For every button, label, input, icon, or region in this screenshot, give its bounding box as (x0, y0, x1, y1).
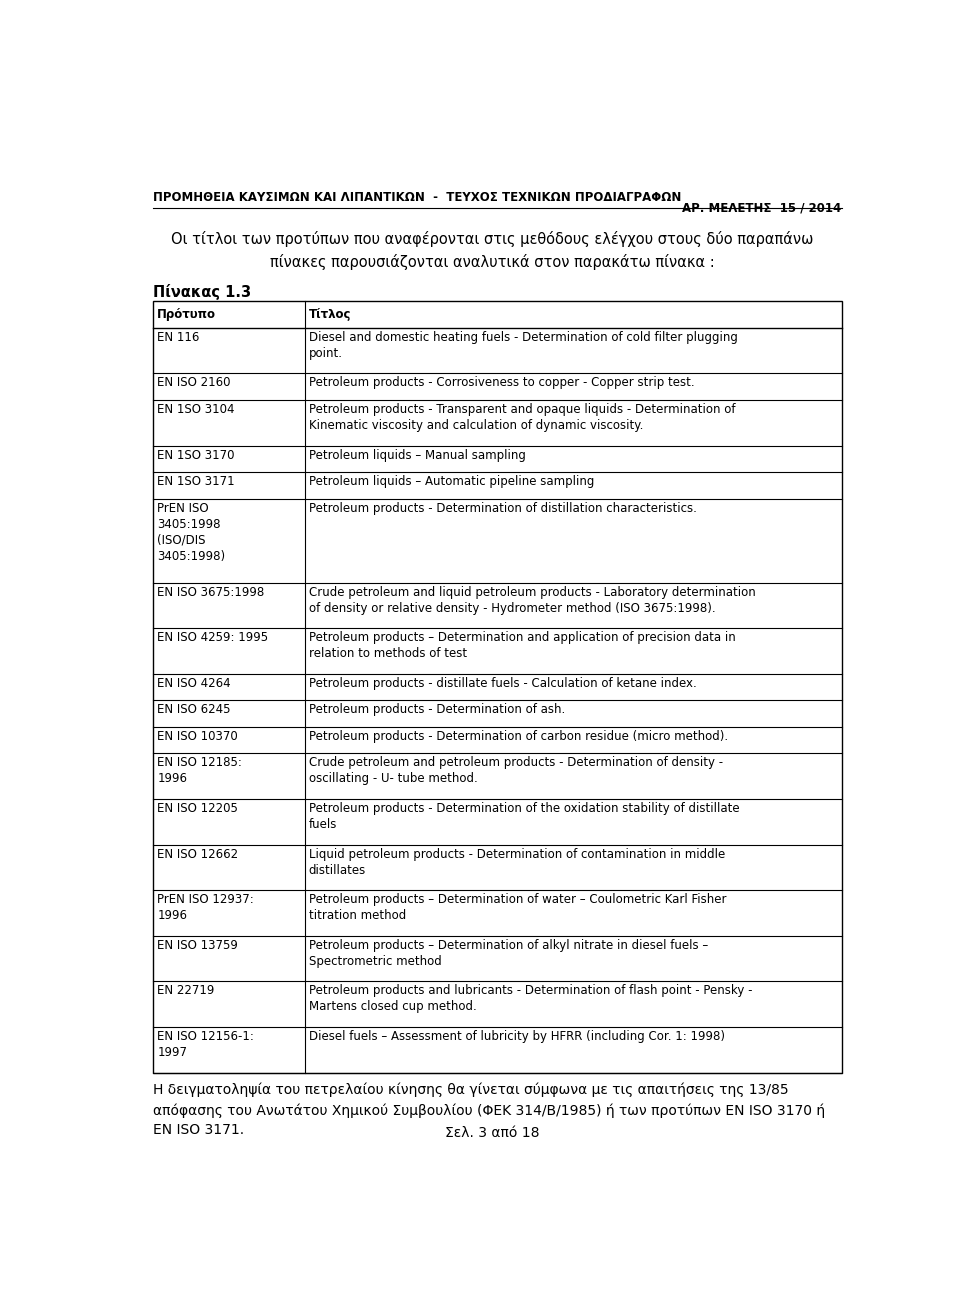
Bar (154, 302, 842, 1073)
Text: Diesel fuels – Assessment of lubricity by HFRR (including Cor. 1: 1998): Diesel fuels – Assessment of lubricity b… (308, 1030, 725, 1043)
Text: Diesel and domestic heating fuels - Determination of cold filter plugging
point.: Diesel and domestic heating fuels - Dete… (308, 330, 737, 360)
Text: Petroleum products - Transparent and opaque liquids - Determination of
Kinematic: Petroleum products - Transparent and opa… (308, 403, 735, 432)
Text: Σελ. 3 από 18: Σελ. 3 από 18 (444, 1125, 540, 1140)
Text: ΠΡΟΜΗΘΕΙΑ ΚΑΥΣΙΜΩΝ ΚΑΙ ΛΙΠΑΝΤΙΚΩΝ  -  ΤΕΥΧΟΣ ΤΕΧΝΙΚΩΝ ΠΡΟΔΙΑΓΡΑΦΩΝ: ΠΡΟΜΗΘΕΙΑ ΚΑΥΣΙΜΩΝ ΚΑΙ ΛΙΠΑΝΤΙΚΩΝ - ΤΕΥΧ… (154, 191, 682, 204)
Text: EN ISO 12156-1:
1997: EN ISO 12156-1: 1997 (157, 1030, 254, 1059)
Text: EN ISO 13759: EN ISO 13759 (157, 939, 238, 952)
Text: Liquid petroleum products - Determination of contamination in middle
distillates: Liquid petroleum products - Determinatio… (308, 847, 725, 877)
Text: EN ISO 12205: EN ISO 12205 (157, 801, 238, 814)
Text: Η δειγματοληψία του πετρελαίου κίνησης θα γίνεται σύμφωνα με τις απαιτήσεις της : Η δειγματοληψία του πετρελαίου κίνησης θ… (154, 1082, 826, 1137)
Text: Crude petroleum and liquid petroleum products - Laboratory determination
of dens: Crude petroleum and liquid petroleum pro… (308, 585, 756, 614)
Text: EN 116: EN 116 (157, 330, 200, 343)
Text: Petroleum liquids – Manual sampling: Petroleum liquids – Manual sampling (308, 449, 525, 462)
Text: PrEN ISO 12937:
1996: PrEN ISO 12937: 1996 (157, 894, 254, 922)
Text: Petroleum products - distillate fuels - Calculation of ketane index.: Petroleum products - distillate fuels - … (308, 677, 696, 690)
Text: Petroleum products - Determination of carbon residue (micro method).: Petroleum products - Determination of ca… (308, 730, 728, 743)
Text: Petroleum liquids – Automatic pipeline sampling: Petroleum liquids – Automatic pipeline s… (308, 475, 594, 488)
Text: Πίνακας 1.3: Πίνακας 1.3 (154, 285, 252, 301)
Text: EN ISO 3675:1998: EN ISO 3675:1998 (157, 585, 264, 598)
Text: Petroleum products - Determination of distillation characteristics.: Petroleum products - Determination of di… (308, 502, 696, 515)
Text: Οι τίτλοι των προτύπων που αναφέρονται στις μεθόδους ελέγχου στους δύο παραπάνω
: Οι τίτλοι των προτύπων που αναφέρονται σ… (171, 232, 813, 269)
Text: EN ISO 6245: EN ISO 6245 (157, 704, 230, 717)
Text: EN 1SO 3170: EN 1SO 3170 (157, 449, 234, 462)
Text: EN 22719: EN 22719 (157, 985, 215, 998)
Text: Petroleum products and lubricants - Determination of flash point - Pensky -
Mart: Petroleum products and lubricants - Dete… (308, 985, 752, 1013)
Text: EN ISO 12185:
1996: EN ISO 12185: 1996 (157, 756, 242, 786)
Text: EN 1SO 3104: EN 1SO 3104 (157, 403, 234, 416)
Text: ΑΡ. ΜΕΛΕΤΗΣ  15 / 2014: ΑΡ. ΜΕΛΕΤΗΣ 15 / 2014 (683, 202, 842, 215)
Text: Petroleum products - Determination of ash.: Petroleum products - Determination of as… (308, 704, 564, 717)
Text: PrEN ISO
3405:1998
(ISO/DIS
3405:1998): PrEN ISO 3405:1998 (ISO/DIS 3405:1998) (157, 502, 226, 562)
Text: Petroleum products – Determination and application of precision data in
relation: Petroleum products – Determination and a… (308, 631, 735, 660)
Text: EN ISO 12662: EN ISO 12662 (157, 847, 238, 860)
Text: Petroleum products – Determination of water – Coulometric Karl Fisher
titration : Petroleum products – Determination of wa… (308, 894, 726, 922)
Text: Crude petroleum and petroleum products - Determination of density -
oscillating : Crude petroleum and petroleum products -… (308, 756, 723, 786)
Text: Petroleum products - Corrosiveness to copper - Copper strip test.: Petroleum products - Corrosiveness to co… (308, 376, 694, 389)
Text: Petroleum products - Determination of the oxidation stability of distillate
fuel: Petroleum products - Determination of th… (308, 801, 739, 831)
Text: Πρότυπο: Πρότυπο (157, 308, 216, 321)
Text: EN 1SO 3171: EN 1SO 3171 (157, 475, 235, 488)
Text: EN ISO 4259: 1995: EN ISO 4259: 1995 (157, 631, 269, 644)
Text: Petroleum products – Determination of alkyl nitrate in diesel fuels –
Spectromet: Petroleum products – Determination of al… (308, 939, 708, 968)
Text: Τίτλος: Τίτλος (308, 308, 351, 321)
Text: EN ISO 4264: EN ISO 4264 (157, 677, 230, 690)
Text: EN ISO 2160: EN ISO 2160 (157, 376, 230, 389)
Text: EN ISO 10370: EN ISO 10370 (157, 730, 238, 743)
